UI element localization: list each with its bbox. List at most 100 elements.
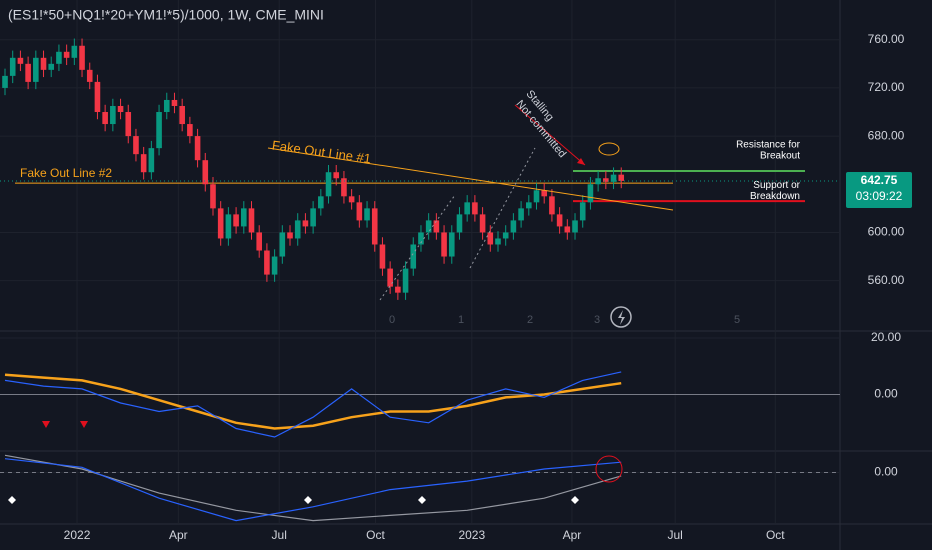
candle-body	[33, 57, 39, 82]
candle-body	[71, 45, 78, 58]
candle-body	[302, 220, 309, 227]
candle-body	[472, 202, 478, 215]
candle-body	[318, 196, 324, 209]
candle-body	[179, 105, 185, 125]
candle-body	[102, 112, 108, 125]
signal-marker	[42, 421, 88, 428]
candle-body	[464, 202, 470, 215]
candle-body	[526, 202, 532, 209]
wave-label: 5	[734, 314, 740, 326]
level-label: Resistance for	[736, 140, 801, 151]
y-tick-label: 0.00	[874, 465, 898, 479]
candle-body	[533, 190, 540, 203]
candle-body	[387, 268, 393, 287]
chart-title: (ES1!*50+NQ1!*20+YM1!*5)/1000, 1W, CME_M…	[8, 7, 324, 23]
candle-body	[595, 178, 601, 185]
candle-body	[287, 232, 293, 239]
price-label: 642.75	[861, 173, 898, 187]
level-label: Support or	[753, 180, 800, 191]
candle-body	[364, 208, 370, 221]
candle-body	[356, 202, 363, 221]
candle-body	[587, 184, 594, 203]
candle-body	[518, 208, 524, 221]
candle-body	[603, 178, 609, 182]
candle-body	[163, 99, 170, 113]
fake-out-line	[267, 147, 674, 211]
candle-body	[618, 174, 625, 181]
candle-body	[294, 220, 301, 239]
icon[interactable]	[610, 306, 632, 328]
candle-body	[40, 57, 47, 70]
y-tick-label: 760.00	[868, 32, 905, 46]
level-label: Breakdown	[750, 191, 800, 202]
candle-body	[418, 232, 424, 245]
candle-body	[479, 214, 486, 233]
candle-body	[510, 220, 517, 233]
indicator-line	[4, 458, 622, 522]
candle-body	[225, 214, 232, 239]
candle-body	[210, 184, 216, 209]
candle-body	[9, 57, 16, 76]
projection	[379, 147, 536, 301]
y-tick-label: 0.00	[874, 387, 898, 401]
candle-body	[156, 112, 162, 149]
candle-body	[86, 69, 93, 82]
candle-body	[579, 202, 586, 221]
arrow	[514, 104, 586, 166]
y-tick-label: 560.00	[868, 273, 905, 287]
y-tick-label: 680.00	[868, 128, 905, 142]
x-tick-label: Jul	[272, 528, 287, 542]
candle-body	[117, 105, 124, 113]
candle-body	[202, 160, 209, 185]
level-label: Breakout	[760, 151, 800, 162]
candle-body	[441, 232, 447, 257]
candle-body	[541, 190, 548, 197]
candle-body	[610, 174, 617, 182]
candle-body	[140, 154, 147, 173]
x-tick-label: Apr	[169, 528, 188, 542]
candle-body	[549, 196, 555, 215]
highlight	[598, 142, 620, 156]
candle-body	[17, 57, 24, 64]
candle-body	[564, 226, 571, 233]
wave-label: 3	[594, 314, 600, 326]
candle-body	[395, 286, 401, 293]
x-tick-label: Oct	[766, 528, 785, 542]
candle-body	[279, 232, 286, 257]
candle-body	[379, 244, 386, 269]
icon	[618, 310, 625, 325]
candle-body	[487, 232, 494, 245]
candle-body	[56, 51, 62, 64]
candle-body	[194, 136, 201, 161]
indicator-line	[4, 371, 622, 438]
candle-body	[556, 214, 563, 227]
candle-body	[271, 256, 278, 275]
wave-label: 1	[458, 314, 464, 326]
candle-body	[171, 99, 178, 106]
candle-body	[264, 250, 270, 275]
x-tick-label: Oct	[366, 528, 385, 542]
candle-body	[410, 244, 417, 269]
candle-body	[133, 136, 139, 155]
highlight	[595, 455, 623, 483]
candle-body	[502, 232, 509, 239]
candle-body	[240, 208, 247, 227]
candle-body	[433, 220, 440, 233]
wave-label: 2	[527, 314, 533, 326]
candle-body	[217, 208, 224, 239]
candle-body	[572, 220, 578, 233]
price-tag	[846, 171, 912, 208]
candle-body	[148, 148, 155, 173]
level-label: Fake Out Line #2	[20, 166, 112, 180]
candle-body	[2, 75, 8, 88]
candle-body	[256, 232, 263, 251]
candle-body	[110, 105, 116, 125]
countdown: 03:09:22	[856, 189, 903, 203]
indicator-line	[4, 373, 622, 430]
candle-body	[402, 268, 409, 293]
candle-body	[248, 208, 255, 233]
candle-body	[456, 214, 463, 233]
